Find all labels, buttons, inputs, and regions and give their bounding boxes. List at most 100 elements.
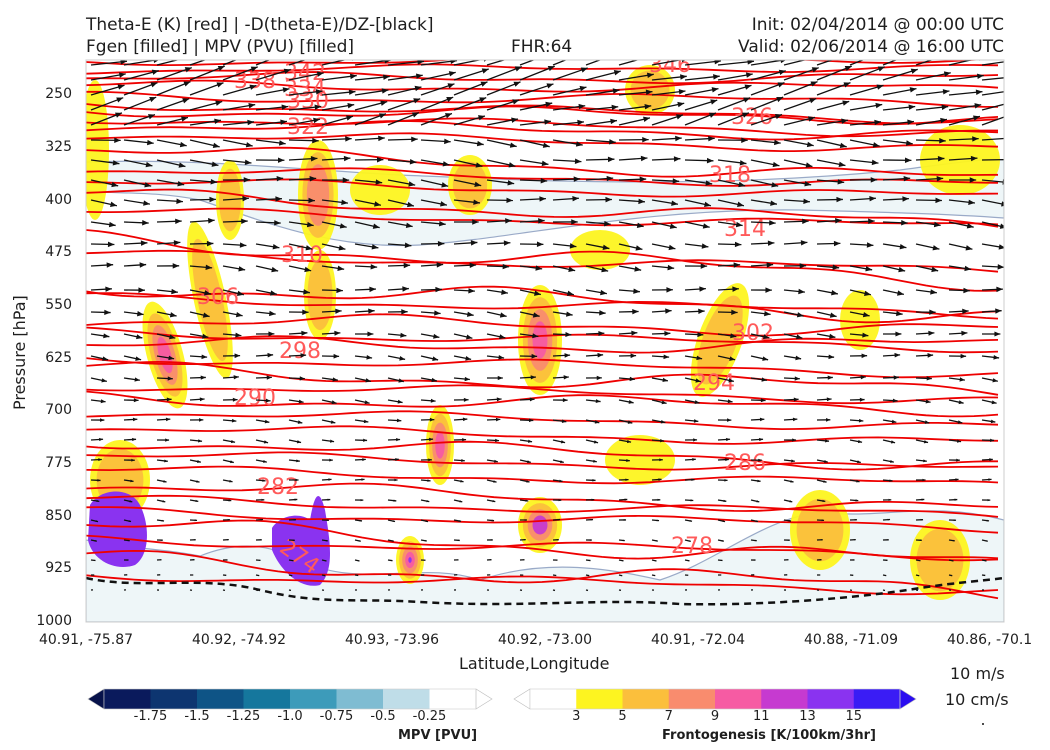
wind-arrow (552, 479, 563, 483)
theta-e-line-326 (86, 105, 999, 126)
wind-arrow (816, 559, 822, 561)
theta-e-label-334: 334 (284, 77, 326, 102)
wind-arrow (486, 179, 515, 186)
theta-e-label-294: 294 (693, 371, 735, 396)
wind-arrow (222, 159, 252, 166)
wind-arrow (783, 263, 807, 269)
wind-arrow (222, 518, 231, 521)
wind-arrow (189, 60, 207, 66)
wind-arrow (222, 418, 237, 423)
wind-arrow (288, 376, 305, 381)
wind-arrow (519, 353, 538, 359)
wind-arrow (618, 498, 628, 501)
wind-arrow (684, 135, 715, 142)
wind-arrow (90, 221, 116, 228)
wind-arrow (156, 311, 177, 318)
wind-arrow (552, 243, 577, 249)
wind-arrow (651, 89, 686, 96)
wind-arrow (519, 459, 531, 464)
wind-arrow (585, 574, 590, 577)
wind-arrow (948, 458, 960, 462)
wind-arrow (651, 135, 682, 142)
wind-arrow (552, 439, 566, 444)
wind-arrow (585, 352, 604, 358)
wind-arrow (321, 419, 336, 424)
wind-arrow (849, 353, 868, 359)
wind-arrow (156, 333, 176, 340)
wind-arrow (420, 83, 455, 96)
wind-arrow (321, 89, 356, 96)
fgen-colorbar-tick: 7 (664, 709, 673, 724)
wind-arrow (123, 499, 133, 503)
wind-arrow (651, 478, 662, 481)
wind-arrow (948, 155, 978, 162)
wind-arrow (750, 159, 780, 168)
wind-arrow (288, 156, 318, 162)
wind-arrow (783, 574, 788, 576)
wind-arrow (288, 71, 324, 81)
wind-arrow (189, 139, 220, 149)
wind-arrow (684, 308, 705, 315)
mpv-colorbar-outline (103, 688, 477, 710)
wind-arrow (717, 355, 736, 361)
wind-arrow (90, 519, 99, 523)
wind-arrow (453, 115, 486, 126)
wind-arrow (222, 375, 239, 380)
wind-arrow (618, 439, 632, 444)
wind-arrow (618, 353, 637, 359)
wind-arrow (255, 310, 276, 317)
wind-arrow (915, 221, 941, 228)
wind-arrow (519, 519, 528, 521)
wind-arrow (255, 439, 269, 444)
theta-e-line-minor-14 (86, 465, 999, 485)
wind-arrow (288, 478, 299, 482)
wind-arrow (585, 399, 601, 404)
wind-arrow (552, 67, 588, 81)
wind-arrow (585, 196, 612, 203)
wind-arrow (816, 139, 847, 149)
theta-e-line-minor-13 (86, 451, 999, 471)
wind-arrow (486, 139, 517, 148)
wind-arrow (684, 499, 694, 502)
wind-arrow (585, 375, 602, 381)
wind-arrow (882, 139, 913, 146)
wind-arrow (189, 289, 212, 296)
wind-arrow (288, 353, 307, 358)
wind-arrow (651, 74, 687, 81)
wind-arrow (156, 288, 178, 295)
wind-arrow (123, 159, 153, 168)
wind-arrow (420, 437, 434, 442)
wind-arrow (948, 519, 957, 522)
wind-arrow (552, 176, 581, 182)
wind-arrow (618, 176, 647, 183)
wind-arrow (453, 159, 483, 168)
wind-arrow (255, 539, 262, 541)
wind-arrow (189, 159, 219, 167)
wind-arrow (90, 377, 107, 383)
wind-arrow (651, 439, 665, 443)
wind-arrow (585, 220, 611, 227)
wind-arrow (651, 308, 672, 314)
fgen-col-e-level-2 (307, 259, 333, 331)
theta-e-line-274 (86, 549, 999, 600)
y-tick-label: 400 (45, 191, 72, 208)
theta-e-line-342 (86, 63, 999, 75)
fgen-col-d-level-3 (306, 164, 330, 226)
wind-arrow (486, 574, 491, 576)
wind-arrow (783, 198, 810, 205)
wind-arrow (189, 65, 225, 81)
wind-arrow (90, 262, 114, 268)
wind-arrow (717, 539, 724, 542)
wind-arrow (783, 97, 817, 111)
wind-arrow (90, 72, 126, 81)
wind-arrow (618, 458, 630, 462)
wind-arrow (618, 559, 624, 562)
wind-arrow (387, 499, 397, 502)
wind-arrow (90, 199, 118, 207)
wind-arrow (486, 499, 496, 503)
wind-arrow (453, 262, 477, 269)
wind-arrow (816, 539, 823, 541)
wind-arrow (321, 399, 337, 405)
wind-arrow (189, 218, 215, 224)
wind-arrow (189, 311, 210, 318)
